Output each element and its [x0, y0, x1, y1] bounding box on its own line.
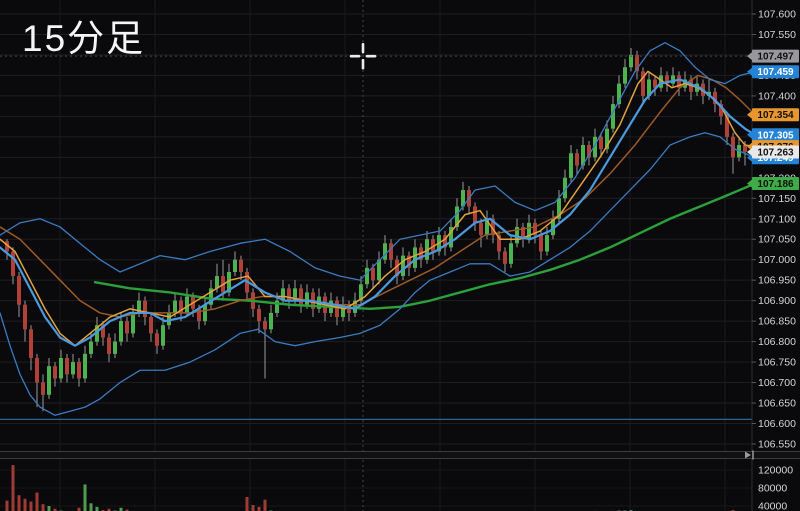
svg-text:107.305: 107.305	[757, 130, 794, 141]
price-gridlines	[0, 13, 752, 445]
time-gridlines	[59, 0, 726, 511]
volume-tick-label: 80000	[758, 483, 787, 495]
price-tick-label: 107.100	[758, 213, 796, 225]
pane-collapse-handle[interactable]	[745, 450, 754, 460]
volume-gridlines	[0, 469, 752, 507]
price-tick-label: 106.700	[758, 377, 796, 389]
crosshair	[0, 0, 752, 511]
price-tick-label: 107.000	[758, 254, 796, 266]
price-badge-ma-mid-blue: 107.305	[747, 128, 799, 142]
price-tick-label: 107.050	[758, 234, 796, 246]
svg-text:107.459: 107.459	[757, 67, 794, 78]
price-tick-label: 106.550	[758, 438, 796, 450]
crosshair-cursor-icon[interactable]	[349, 42, 377, 70]
pane-divider	[0, 450, 800, 460]
price-tick-label: 106.750	[758, 357, 796, 369]
bollinger-lower-line	[0, 132, 756, 416]
price-axis-background	[752, 0, 800, 511]
ma-fast-orange-line	[0, 70, 756, 347]
price-tick-label: 107.550	[758, 29, 796, 41]
price-tick-label: 106.600	[758, 418, 796, 430]
price-tick-label: 107.150	[758, 193, 796, 205]
price-tick-label: 106.800	[758, 336, 796, 348]
price-badge-ma-slow-orange: 107.354	[747, 108, 799, 122]
price-tick-label: 107.600	[758, 9, 796, 21]
ma-long-green-line	[93, 182, 757, 311]
svg-text:107.354: 107.354	[757, 110, 794, 121]
volume-axis-labels[interactable]: 120000 80000 40000	[758, 465, 793, 511]
price-tick-label: 106.650	[758, 398, 796, 410]
price-badges: 107.497107.459107.354107.305107.276107.2…	[747, 49, 799, 191]
price-tick-label: 106.850	[758, 316, 796, 328]
volume-tick-label: 120000	[758, 465, 793, 477]
svg-text:107.263: 107.263	[757, 148, 794, 159]
price-badge-crosshair-price: 107.497	[747, 49, 799, 63]
svg-text:107.186: 107.186	[757, 179, 794, 190]
price-tick-label: 107.400	[758, 90, 796, 102]
bollinger-upper-line	[0, 42, 756, 281]
volume-tick-label: 40000	[758, 501, 787, 511]
price-tick-label: 106.900	[758, 295, 796, 307]
price-tick-label: 106.950	[758, 275, 796, 287]
svg-text:107.249: 107.249	[757, 153, 794, 164]
svg-text:107.497: 107.497	[757, 52, 794, 63]
price-badge-ma-long-green: 107.186	[747, 177, 799, 191]
price-badge-bollinger-upper: 107.459	[747, 65, 799, 79]
timeframe-label: 15分足	[22, 18, 146, 59]
ma-mid-blue-line	[0, 78, 757, 347]
price-badge-last-price: 107.263	[747, 145, 799, 159]
